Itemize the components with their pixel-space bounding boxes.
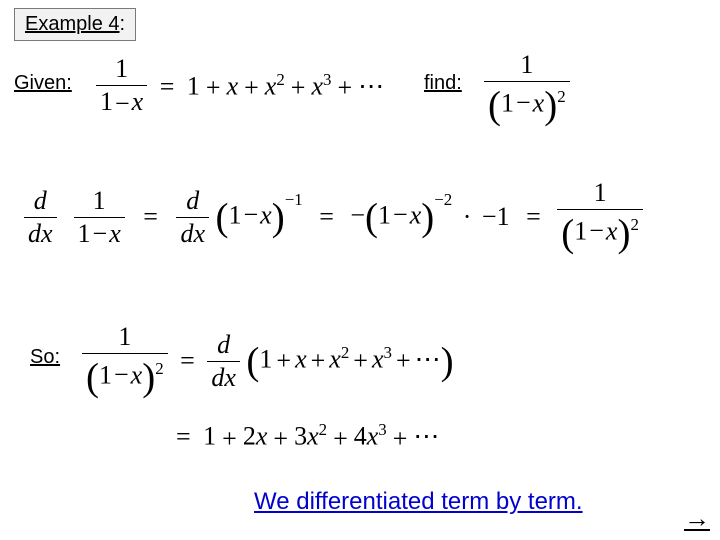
example-title-box: Example 4: bbox=[14, 8, 136, 41]
so-expression: 1 (1−x)2 = d dx (1+x+x2+x3+⋯) bbox=[82, 322, 454, 400]
example-title-suffix: : bbox=[120, 13, 126, 35]
result-expression: = 1+2x+3x2+4x3+⋯ bbox=[170, 420, 439, 454]
derivation-line: d dx 1 1−x = d dx (1−x)−1 = −(1−x)−2 · −… bbox=[24, 178, 643, 256]
given-label: Given: bbox=[14, 72, 72, 95]
footer-caption: We differentiated term by term. bbox=[254, 488, 583, 516]
find-label: find: bbox=[424, 72, 462, 95]
so-label: So: bbox=[30, 346, 60, 369]
next-arrow-icon[interactable]: → bbox=[684, 503, 710, 534]
example-title-prefix: Example 4 bbox=[25, 13, 120, 35]
given-expression: 1 1−x = 1+x+x2+x3+⋯ bbox=[96, 54, 384, 119]
find-expression: 1 (1−x)2 bbox=[484, 50, 570, 128]
